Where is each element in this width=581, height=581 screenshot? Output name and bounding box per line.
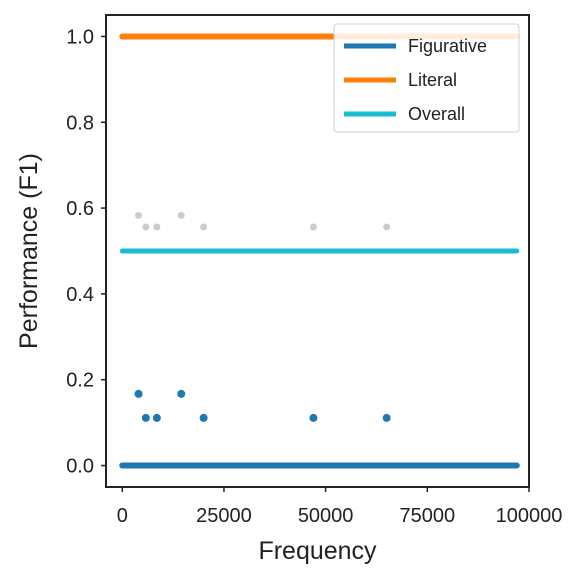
point-overall <box>383 223 391 231</box>
point-figurative <box>382 413 391 422</box>
point-overall <box>177 211 185 219</box>
point-overall <box>135 211 143 219</box>
y-tick-label: 0.2 <box>66 370 94 392</box>
x-tick-label: 50000 <box>298 505 354 527</box>
point-figurative <box>141 413 150 422</box>
legend: Figurative Literal Overall <box>333 23 520 133</box>
point-overall <box>309 223 317 231</box>
x-tick-label: 25000 <box>196 505 252 527</box>
point-overall <box>142 223 150 231</box>
point-overall <box>153 223 161 231</box>
point-figurative <box>199 413 208 422</box>
point-overall <box>200 223 208 231</box>
legend-label: Literal <box>408 70 457 90</box>
x-tick-label: 100000 <box>496 505 563 527</box>
x-axis-title: Frequency <box>258 537 377 565</box>
legend-label: Overall <box>408 104 465 124</box>
y-tick-label: 0.4 <box>66 284 94 306</box>
y-tick-label: 0.0 <box>66 456 94 478</box>
point-figurative <box>134 389 143 398</box>
legend-label: Figurative <box>408 36 487 56</box>
y-tick-label: 0.8 <box>66 112 94 134</box>
x-axis: 0 25000 50000 75000 100000 <box>117 487 563 527</box>
legend-box <box>333 23 520 133</box>
y-axis-title: Performance (F1) <box>15 153 43 349</box>
y-axis: 0.0 0.2 0.4 0.6 0.8 1.0 <box>66 26 106 478</box>
y-tick-label: 1.0 <box>66 26 94 48</box>
point-figurative <box>177 389 186 398</box>
x-tick-label: 75000 <box>400 505 456 527</box>
point-figurative <box>152 413 161 422</box>
plot-frame <box>105 14 530 488</box>
point-figurative <box>309 413 318 422</box>
y-tick-label: 0.6 <box>66 198 94 220</box>
x-tick-label: 0 <box>117 505 128 527</box>
